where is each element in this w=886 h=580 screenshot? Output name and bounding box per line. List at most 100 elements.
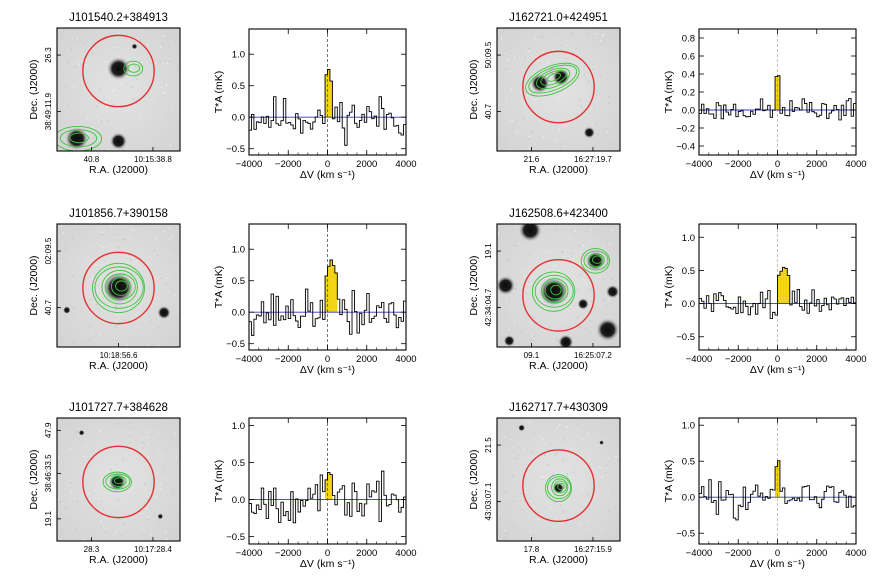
line-channel-34 bbox=[329, 474, 333, 500]
contour-1-level-5 bbox=[557, 482, 565, 491]
x-tick-label: 0 bbox=[775, 354, 780, 365]
y-tick-label: 42:34:04.7 bbox=[484, 288, 493, 326]
y-tick-label: −0.5 bbox=[676, 529, 695, 540]
contour-1-level-6 bbox=[115, 280, 128, 292]
x-tick-label: 28.3 bbox=[84, 545, 100, 554]
x-tick-label: 2000 bbox=[806, 159, 827, 170]
spectrum-histogram bbox=[699, 75, 856, 121]
source-image: J101540.2+384913 40.8 10:15:38.8R.A. (J200… bbox=[28, 12, 181, 176]
y-axis-label: T*A (mK) bbox=[663, 71, 675, 114]
x-tick-label: 4000 bbox=[845, 159, 866, 170]
star-3 bbox=[583, 126, 596, 139]
x-tick-label: −2000 bbox=[725, 548, 752, 559]
source-title: J101727.7+384628 bbox=[69, 402, 168, 414]
y-tick-label: −0.5 bbox=[676, 332, 695, 343]
x-tick-label: 2000 bbox=[806, 548, 827, 559]
source-image: J162721.0+424951 21.6 16:27:19.7R.A. (J200… bbox=[468, 12, 621, 176]
y-tick-label: 0.0 bbox=[682, 493, 695, 504]
spectrum-plot: −4000 −2000 0 2000 4000 ΔV (km s⁻¹) −0.5 0.0 0.5… bbox=[213, 28, 417, 181]
y-tick-label: 26.3 bbox=[44, 47, 53, 63]
spectrum-histogram bbox=[699, 266, 856, 319]
line-channel-33 bbox=[327, 472, 330, 500]
y-tick-label: 0.6 bbox=[682, 52, 695, 63]
y-tick-label: 19.1 bbox=[44, 511, 53, 527]
contour-1-level-2 bbox=[127, 63, 141, 73]
y-tick-label: 0.0 bbox=[682, 106, 695, 117]
y-tick-label: −0.5 bbox=[226, 339, 245, 350]
y-tick-label: 40.7 bbox=[484, 103, 493, 119]
x-axis-label: R.A. (J2000) bbox=[89, 554, 148, 566]
beam-circle bbox=[522, 449, 595, 523]
x-axis-label: ΔV (km s⁻¹) bbox=[750, 169, 805, 181]
y-axis-label: T*A (mK) bbox=[663, 460, 675, 503]
star-3 bbox=[599, 440, 604, 445]
source-image: J162508.6+423400 09.1 16:25:07.2R.A. (J200… bbox=[468, 208, 621, 372]
contour-1-level-4 bbox=[553, 480, 567, 494]
x-axis-label: R.A. (J2000) bbox=[529, 554, 588, 566]
beam-circle bbox=[522, 258, 595, 332]
source-image: J162717.7+430309 17.8 16:27:15.9R.A. (J200… bbox=[468, 402, 621, 566]
y-axis-label: Dec. (J2000) bbox=[468, 59, 480, 119]
figure-panel-4: J162508.6+423400 09.1 16:25:07.2R.A. (J200… bbox=[468, 208, 867, 376]
contour-1-level-3 bbox=[551, 478, 569, 497]
star-1 bbox=[102, 272, 135, 304]
star-9 bbox=[577, 298, 590, 310]
y-tick-label: 47.9 bbox=[44, 422, 53, 438]
y-tick-label: 1.0 bbox=[232, 421, 245, 432]
x-tick-label: 0 bbox=[325, 159, 330, 170]
contour-1-level-5 bbox=[110, 276, 131, 296]
y-tick-label: 02:09.5 bbox=[44, 237, 53, 264]
figure-panel-1: J101540.2+384913 40.8 10:15:38.8R.A. (J200… bbox=[28, 12, 417, 181]
star-3 bbox=[157, 513, 164, 520]
x-tick-label: −4000 bbox=[686, 159, 713, 170]
contour-2-level-3 bbox=[69, 132, 89, 144]
contour-1-level-3 bbox=[541, 278, 569, 304]
y-tick-label: 0.0 bbox=[232, 495, 245, 506]
figure-panel-6: J162717.7+430309 17.8 16:27:15.9R.A. (J200… bbox=[468, 402, 867, 570]
contour-2-level-2 bbox=[583, 250, 609, 271]
star-1 bbox=[538, 276, 569, 307]
figure-panel-5: J101727.7+384628 28.3 10:17:28.4R.A. (J200… bbox=[28, 402, 417, 570]
y-axis-label: Dec. (J2000) bbox=[468, 255, 480, 315]
star-1 bbox=[106, 56, 131, 81]
star-2 bbox=[552, 68, 570, 87]
y-tick-label: −0.2 bbox=[676, 124, 695, 135]
contour-1-level-3 bbox=[101, 269, 138, 305]
x-axis-label: ΔV (km s⁻¹) bbox=[750, 364, 805, 376]
y-axis-label: Dec. (J2000) bbox=[28, 255, 40, 315]
x-tick-label: −4000 bbox=[236, 354, 263, 365]
star-3 bbox=[518, 224, 543, 242]
y-tick-label: 0.8 bbox=[682, 34, 695, 45]
source-title: J162508.6+423400 bbox=[509, 208, 608, 220]
spectrum-histogram bbox=[699, 460, 856, 521]
beam-circle bbox=[522, 50, 595, 124]
source-title: J101856.7+390158 bbox=[69, 208, 168, 220]
contour-1-level-4 bbox=[544, 281, 567, 300]
beam-circle bbox=[82, 445, 155, 519]
star-6 bbox=[605, 284, 620, 299]
line-channel-33 bbox=[327, 69, 330, 118]
x-axis-label: R.A. (J2000) bbox=[529, 164, 588, 176]
contour-2-level-3 bbox=[588, 253, 605, 268]
x-tick-label: 10:15:38.8 bbox=[134, 155, 172, 164]
star-3 bbox=[62, 306, 71, 315]
y-tick-label: 1.0 bbox=[682, 421, 695, 432]
x-tick-label: 10:18:56.6 bbox=[100, 351, 138, 360]
x-axis-label: ΔV (km s⁻¹) bbox=[300, 364, 355, 376]
line-channel-33 bbox=[777, 75, 780, 110]
contour-1-level-2 bbox=[547, 476, 572, 500]
contour-1-level-1 bbox=[525, 62, 580, 97]
y-tick-label: 0.0 bbox=[232, 113, 245, 124]
image-frame bbox=[496, 417, 621, 542]
y-axis-label: T*A (mK) bbox=[213, 266, 225, 309]
contour-1-level-5 bbox=[546, 72, 561, 82]
contour-1-level-5 bbox=[550, 284, 562, 296]
x-tick-label: 2000 bbox=[356, 159, 377, 170]
image-frame bbox=[496, 27, 621, 152]
contour-2-level-4 bbox=[592, 255, 603, 264]
y-tick-label: 0.2 bbox=[682, 88, 695, 99]
y-tick-label: 0.5 bbox=[232, 458, 245, 469]
y-tick-label: 0.5 bbox=[232, 81, 245, 92]
y-tick-label: 21.5 bbox=[484, 437, 493, 453]
